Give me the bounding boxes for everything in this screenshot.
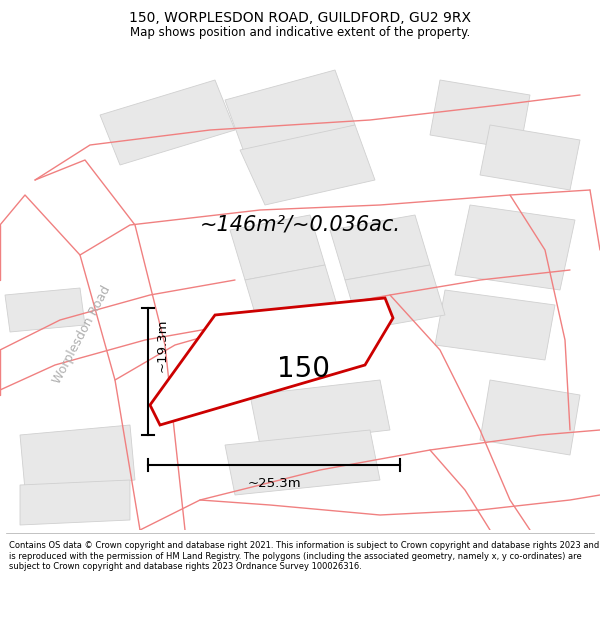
Polygon shape	[225, 70, 355, 155]
Polygon shape	[480, 125, 580, 190]
Polygon shape	[225, 430, 380, 495]
Polygon shape	[435, 290, 555, 360]
Polygon shape	[330, 215, 430, 280]
Text: 150, WORPLESDON ROAD, GUILDFORD, GU2 9RX: 150, WORPLESDON ROAD, GUILDFORD, GU2 9RX	[129, 11, 471, 25]
Polygon shape	[240, 125, 375, 205]
Polygon shape	[20, 425, 135, 490]
Polygon shape	[345, 265, 445, 330]
Polygon shape	[260, 315, 350, 380]
Text: 150: 150	[277, 356, 329, 383]
Text: ~146m²/~0.036ac.: ~146m²/~0.036ac.	[199, 215, 401, 235]
Text: ~25.3m: ~25.3m	[247, 477, 301, 490]
Polygon shape	[245, 265, 340, 330]
Polygon shape	[430, 80, 530, 150]
Polygon shape	[455, 205, 575, 290]
Text: Map shows position and indicative extent of the property.: Map shows position and indicative extent…	[130, 26, 470, 39]
Text: ~19.3m: ~19.3m	[155, 318, 169, 371]
Text: Worplesdon Road: Worplesdon Road	[50, 284, 113, 386]
Polygon shape	[250, 380, 390, 445]
Polygon shape	[150, 298, 393, 425]
Polygon shape	[230, 215, 325, 280]
Polygon shape	[100, 80, 235, 165]
Polygon shape	[5, 288, 85, 332]
Text: Contains OS data © Crown copyright and database right 2021. This information is : Contains OS data © Crown copyright and d…	[9, 541, 599, 571]
Polygon shape	[480, 380, 580, 455]
Polygon shape	[20, 480, 130, 525]
